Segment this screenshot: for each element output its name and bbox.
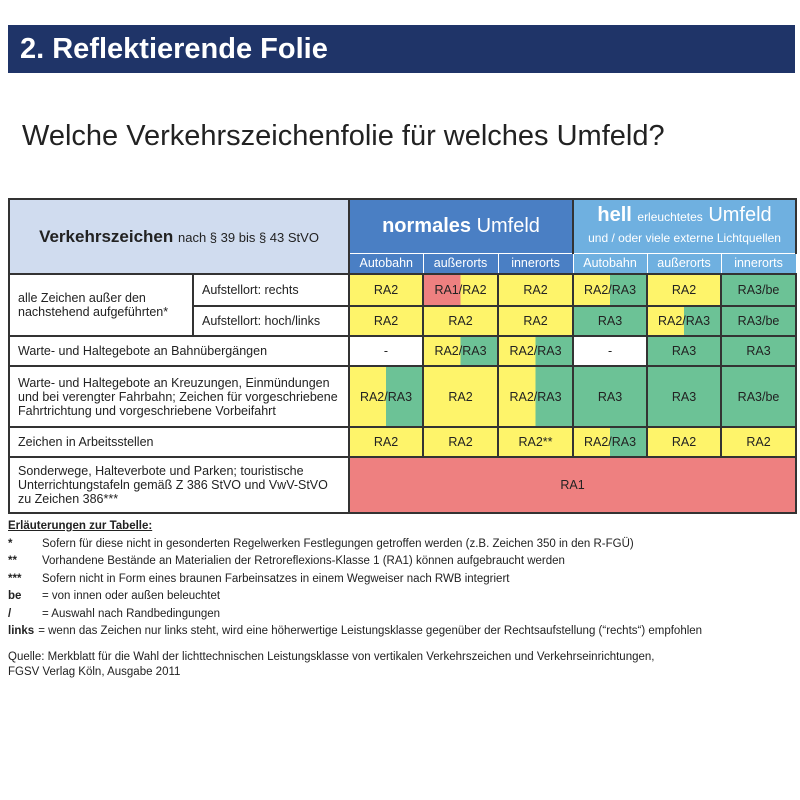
- rating-cell: RA2: [348, 426, 424, 458]
- rating-cell: RA3: [572, 365, 649, 428]
- rating-cell: RA2: [496, 273, 575, 307]
- table-row: Aufstellort: hoch/links RA2 RA2 RA2 RA3 RA2/R…: [9, 305, 798, 337]
- group-label: alle Zeichen außer den nachstehend aufge…: [8, 273, 194, 337]
- note-text: = von innen oder außen beleuchtet: [42, 590, 221, 602]
- question-heading: Welche Verkehrszeichenfolie für welches …: [22, 120, 665, 152]
- rating-cell: RA3: [646, 365, 723, 428]
- table-row: Warte- und Haltegebote an Kreuzungen, Ei…: [8, 365, 798, 428]
- rating-cell: RA2: [646, 426, 723, 458]
- rating-cell: RA2/RA3: [496, 365, 575, 428]
- note-key: links: [8, 625, 35, 637]
- header-main-sub: nach § 39 bis § 43 StVO: [178, 229, 319, 245]
- rating-cell: RA3/be: [720, 273, 798, 307]
- rating-cell: RA3/be: [720, 365, 798, 428]
- note-key: be: [8, 590, 22, 602]
- subheader-innerorts: innerorts: [497, 253, 574, 275]
- header-verkehrszeichen: Verkehrszeichen nach § 39 bis § 43 StVO: [8, 198, 350, 275]
- note-key: /: [8, 607, 12, 620]
- row-label: Aufstellort: rechts: [192, 273, 350, 307]
- subheader-außerorts: außerorts: [646, 253, 722, 275]
- rating-cell: RA1: [347, 456, 798, 514]
- rating-cell: RA2/RA3: [572, 426, 649, 458]
- subheader-autobahn: Autobahn: [348, 253, 424, 275]
- header-normal-bold: normales: [382, 214, 472, 237]
- rating-cell: RA2/RA3: [348, 365, 424, 428]
- header-normal-rest: Umfeld: [476, 214, 540, 237]
- note-text: = wenn das Zeichen nur links steht, wird…: [38, 625, 703, 637]
- rating-cell: RA2: [720, 426, 798, 458]
- rating-cell: RA2/RA3: [646, 305, 723, 337]
- rating-cell: RA2: [422, 365, 499, 428]
- notes-heading: Erläuterungen zur Tabelle:: [8, 520, 153, 532]
- header-hell-bold: hell: [597, 204, 632, 227]
- rating-cell: -: [348, 335, 424, 367]
- subheader-außerorts: außerorts: [422, 253, 499, 275]
- note-key: **: [8, 555, 17, 567]
- table-row: alle Zeichen außer den nachstehend aufge…: [8, 273, 798, 337]
- rating-cell: RA2: [646, 273, 723, 307]
- header-hell-rest: Umfeld: [708, 204, 772, 227]
- rating-cell: RA2**: [496, 426, 575, 458]
- note-item: *** Sofern nicht in Form eines braunen Fa…: [8, 571, 702, 589]
- header-hell-umfeld: hell erleuchtetes Umfeld und / oder viele…: [572, 198, 798, 254]
- row-label: Warte- und Haltegebote an Bahnübergängen: [8, 335, 350, 367]
- note-key: ***: [8, 572, 22, 585]
- note-text: Sofern für diese nicht in gesonderten Re…: [42, 537, 634, 550]
- rating-cell: RA3: [720, 335, 798, 367]
- source-line: FGSV Verlag Köln, Ausgabe 2011: [8, 666, 181, 678]
- title-bar: 2. Reflektierende Folie: [8, 25, 795, 73]
- row-label: Zeichen in Arbeitsstellen: [8, 426, 350, 458]
- page-title: 2. Reflektierende Folie: [20, 33, 328, 65]
- source-line: Quelle: Merkblatt für die Wahl der licht…: [8, 651, 655, 663]
- rating-cell: RA2/RA3: [572, 273, 649, 307]
- rating-cell: RA1/RA2: [422, 273, 499, 307]
- rating-cell: RA3: [572, 305, 649, 337]
- rating-cell: RA2: [348, 305, 424, 337]
- rating-cell: RA2: [348, 273, 424, 307]
- subheader-innerorts: innerorts: [720, 253, 797, 275]
- note-item: links = wenn das Zeichen nur links steht,…: [8, 623, 702, 641]
- source: Quelle: Merkblatt für die Wahl der licht…: [8, 650, 654, 680]
- note-text: = Auswahl nach Randbedingungen: [42, 607, 221, 620]
- header-hell-sub: und / oder viele externe Lichtquellen: [588, 231, 781, 246]
- rating-cell: RA2/RA3: [496, 335, 575, 367]
- rating-cell: RA3/be: [720, 305, 798, 337]
- header-main: Verkehrszeichen: [39, 226, 174, 246]
- rating-cell: RA2: [496, 305, 575, 337]
- note-item: * Sofern für diese nicht in gesonderten R…: [8, 536, 702, 554]
- rating-cell: RA2: [422, 305, 499, 337]
- note-item: ** Vorhandene Bestände an Materialien der…: [8, 553, 702, 571]
- note-item: be = von innen oder außen beleuchtet: [8, 588, 702, 606]
- table-row: Sonderwege, Halteverbote und Parken; tou…: [8, 456, 798, 514]
- row-label: Aufstellort: hoch/links: [192, 305, 350, 337]
- table-row: Zeichen in Arbeitsstellen RA2 RA2 RA2** RA2/…: [8, 426, 798, 458]
- notes: Erläuterungen zur Tabelle: * Sofern für d…: [8, 518, 702, 641]
- note-text: Sofern nicht in Form eines braunen Farbe…: [42, 572, 510, 585]
- row-label: Sonderwege, Halteverbote und Parken; tou…: [8, 456, 350, 514]
- rating-cell: RA2: [422, 426, 499, 458]
- note-text: Vorhandene Bestände an Materialien der R…: [42, 555, 565, 567]
- rating-cell: -: [572, 335, 649, 367]
- rating-cell: RA3: [646, 335, 723, 367]
- header-normales-umfeld: normales Umfeld: [347, 198, 575, 254]
- note-item: / = Auswahl nach Randbedingungen: [8, 606, 702, 624]
- header-hell-small: erleuchtetes: [637, 210, 703, 225]
- row-label: Warte- und Haltegebote an Kreuzungen, Ei…: [8, 365, 350, 428]
- folie-table: Verkehrszeichen nach § 39 bis § 43 StVO …: [8, 198, 798, 514]
- subheader-autobahn: Autobahn: [572, 253, 648, 275]
- table-row: Warte- und Haltegebote an Bahnübergängen…: [8, 335, 798, 367]
- note-key: *: [8, 537, 13, 550]
- rating-cell: RA2/RA3: [422, 335, 499, 367]
